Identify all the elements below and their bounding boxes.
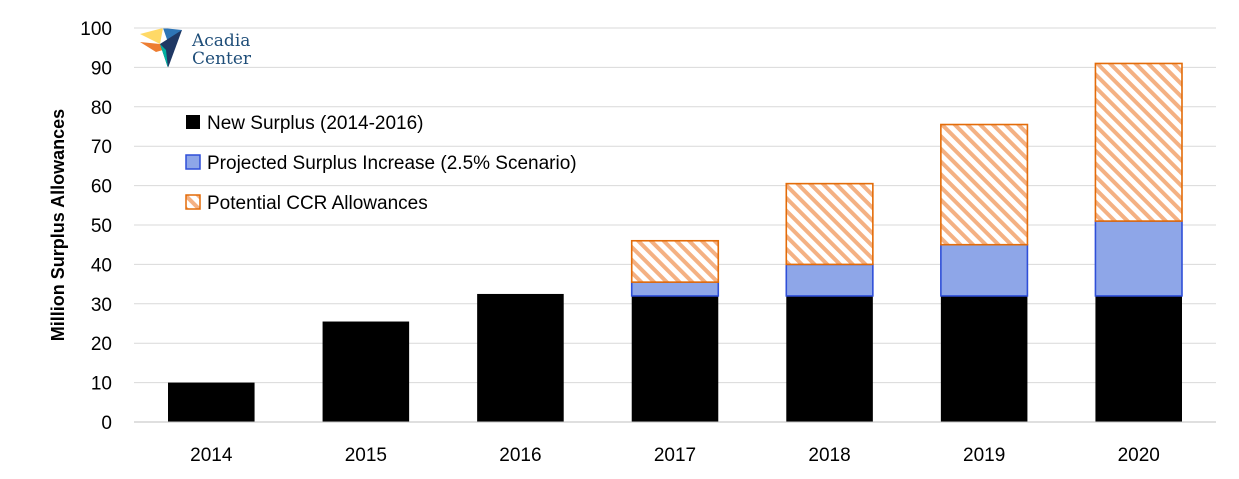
y-tick-label: 30	[91, 295, 112, 316]
bar-segment	[630, 281, 720, 297]
legend-label: New Surplus (2014-2016)	[207, 113, 424, 134]
bar-segment	[940, 123, 1029, 246]
y-tick-label: 40	[91, 255, 112, 276]
y-tick-label: 70	[91, 137, 112, 158]
y-tick-label: 10	[91, 374, 112, 395]
bar-segment	[785, 182, 874, 266]
legend: New Surplus (2014-2016) Projected Surplus…	[185, 113, 577, 214]
legend-label: Potential CCR Allowances	[207, 193, 428, 214]
bars	[168, 62, 1183, 422]
x-tick-label: 2016	[499, 445, 541, 466]
bar-segment	[1094, 220, 1183, 297]
x-tick-label: 2020	[1118, 445, 1160, 466]
y-tick-label: 90	[91, 58, 112, 79]
acadia-center-logo: Acadia Center	[140, 28, 252, 69]
bar-segment	[168, 382, 255, 422]
logo-text-line2: Center	[192, 49, 252, 69]
bar-segment	[940, 243, 1029, 297]
legend-label: Projected Surplus Increase (2.5% Scenari…	[207, 153, 577, 174]
x-tick-label: 2017	[654, 445, 696, 466]
bar-segment	[630, 239, 720, 283]
x-tick-label: 2014	[190, 445, 233, 466]
y-tick-label: 60	[91, 177, 112, 198]
x-axis-ticks: 2014 2015 2016 2017 2018 2019 2020	[190, 445, 1160, 466]
bar-segment	[940, 295, 1028, 422]
y-tick-label: 100	[80, 19, 112, 40]
bar-segment	[477, 293, 564, 422]
y-tick-label: 50	[91, 216, 112, 237]
y-tick-label: 80	[91, 98, 112, 119]
bar-segment	[785, 263, 874, 297]
y-tick-label: 20	[91, 334, 112, 355]
y-axis-ticks: 0 10 20 30 40 50 60 70 80 90 100	[80, 19, 112, 434]
x-tick-label: 2019	[963, 445, 1005, 466]
bar-segment	[1094, 62, 1183, 222]
bar-segment	[1095, 295, 1182, 422]
logo-text-line1: Acadia	[191, 31, 250, 51]
y-tick-label: 0	[101, 413, 112, 434]
legend-swatch	[185, 154, 201, 170]
x-tick-label: 2015	[345, 445, 387, 466]
bar-segment	[322, 321, 410, 422]
x-tick-label: 2018	[808, 445, 850, 466]
bar-segment	[786, 295, 873, 422]
gridlines	[134, 27, 1216, 384]
legend-swatch	[186, 115, 200, 129]
y-axis-label: Million Surplus Allowances	[48, 109, 68, 341]
bar-segment	[631, 295, 719, 422]
logo-mark-icon	[140, 28, 182, 68]
legend-swatch	[185, 194, 201, 210]
